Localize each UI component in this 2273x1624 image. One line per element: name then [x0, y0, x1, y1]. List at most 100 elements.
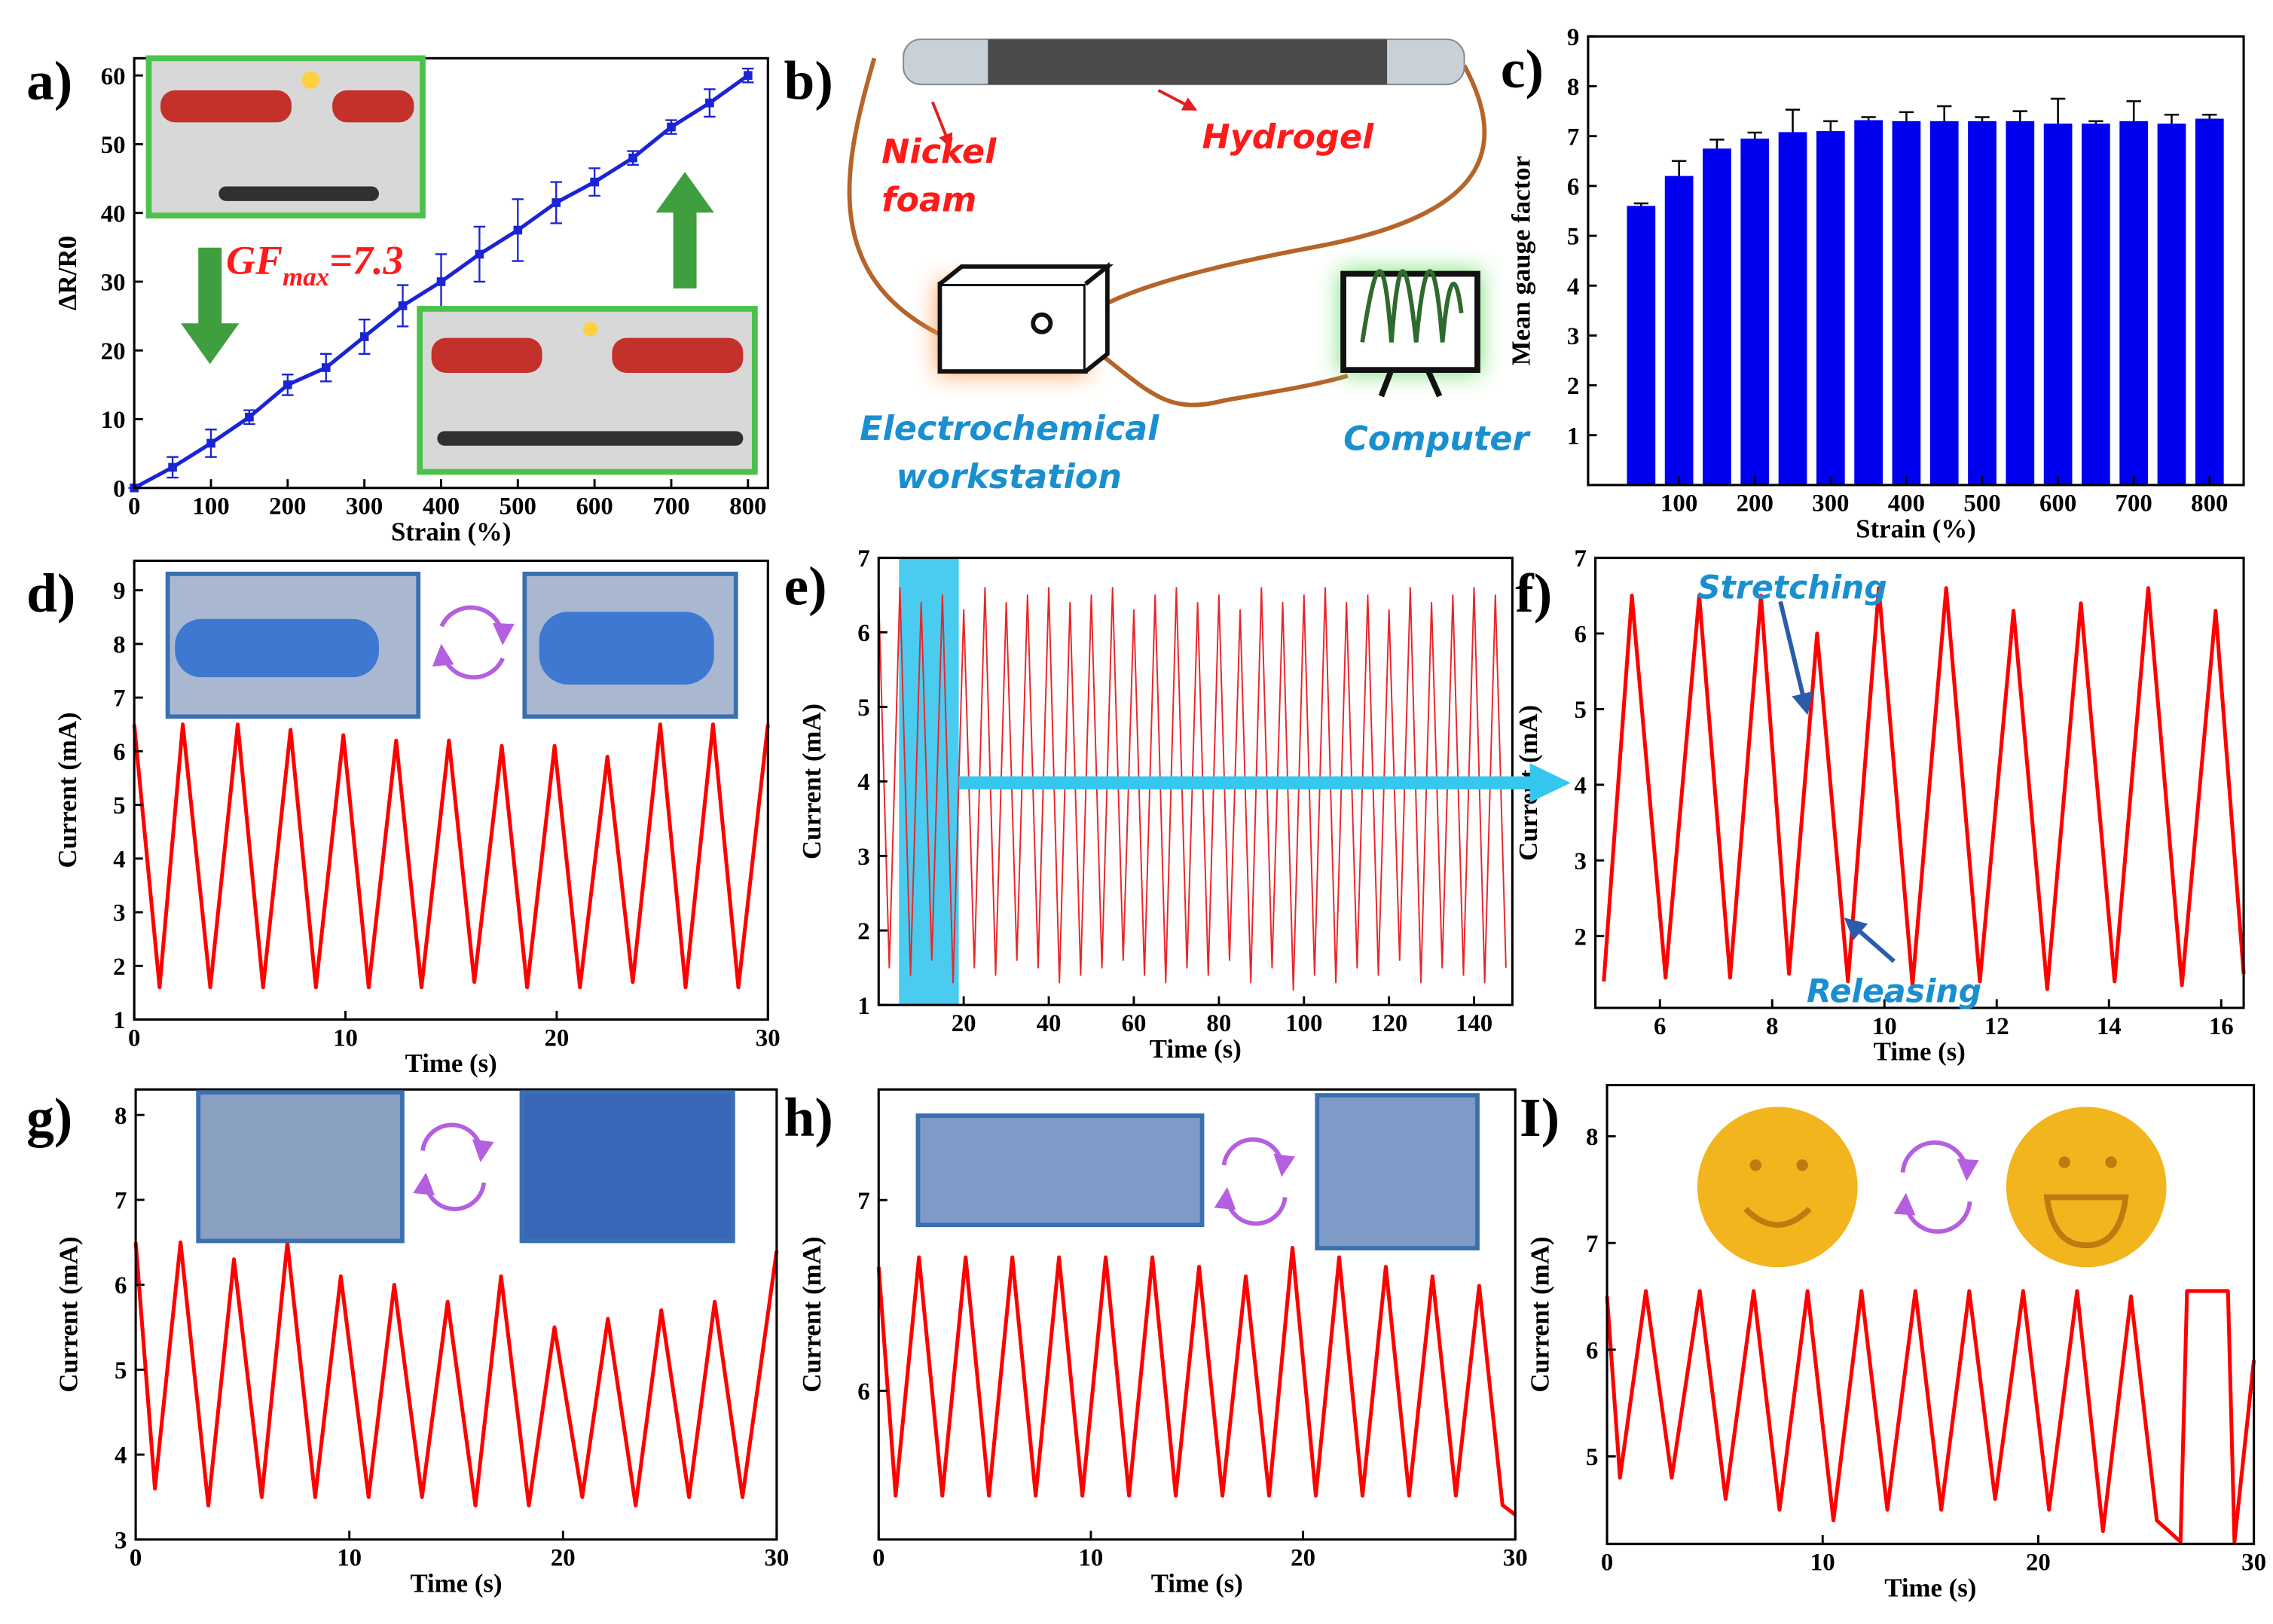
data-point	[436, 277, 446, 286]
photo-glove	[539, 612, 714, 685]
green-arrow	[181, 247, 240, 365]
cycle-arrow	[1900, 1140, 1979, 1182]
data-point	[283, 380, 292, 389]
y-tick-label: 0	[113, 475, 125, 502]
computer-wave	[1360, 269, 1464, 343]
data-point	[475, 249, 484, 259]
x-tick-label: 30	[1503, 1545, 1528, 1572]
x-tick-label: 120	[1370, 1010, 1407, 1037]
x-tick-label: 0	[872, 1545, 884, 1572]
x-tick-label: 0	[128, 1024, 140, 1052]
workstation-knob	[1031, 312, 1053, 334]
x-tick-label: 700	[2116, 490, 2152, 517]
y-tick-label: 5	[113, 792, 125, 820]
y-tick-label: 6	[115, 1272, 127, 1299]
x-tick-label: 20	[1291, 1545, 1315, 1572]
workstation-box-3d	[938, 261, 1114, 374]
y-tick-label: 4	[857, 769, 869, 796]
wire	[847, 57, 949, 340]
workstation-label: Electrochemical	[860, 410, 1159, 448]
data-point	[628, 153, 637, 163]
panel-label: I)	[1520, 1087, 1560, 1148]
photo-inset	[1315, 1093, 1480, 1251]
y-axis-label: Current (mA)	[797, 1237, 826, 1393]
error-bar	[1899, 111, 1914, 121]
data-point	[206, 438, 215, 448]
photo-led	[301, 71, 319, 89]
pointer	[1844, 917, 1896, 963]
x-tick-label: 0	[128, 493, 140, 520]
bar	[2082, 124, 2110, 485]
x-tick-label: 30	[756, 1024, 781, 1052]
y-tick-label: 3	[113, 900, 125, 927]
y-axis-label: Current (mA)	[1526, 1237, 1555, 1393]
data-point	[359, 332, 369, 341]
x-tick-label: 400	[1888, 490, 1925, 517]
error-bar	[1937, 105, 1952, 121]
x-axis-label: Time (s)	[1884, 1573, 1976, 1602]
computer-label: Computer	[1343, 420, 1531, 458]
y-tick-label: 8	[1586, 1124, 1598, 1151]
data-line	[132, 722, 770, 990]
y-tick-label: 8	[1567, 74, 1579, 101]
y-tick-label: 6	[857, 1378, 869, 1406]
error-bar	[1633, 202, 1649, 206]
y-tick-label: 7	[857, 545, 869, 572]
gf-annotation: GFmax=7.3	[226, 238, 404, 292]
y-tick-label: 1	[857, 993, 869, 1020]
x-axis-label: Time (s)	[1150, 1034, 1242, 1064]
photo-inset	[519, 1090, 735, 1244]
x-tick-label: 30	[764, 1545, 789, 1572]
y-tick-label: 4	[1575, 772, 1587, 799]
data-point	[245, 412, 254, 422]
x-tick-label: 80	[1206, 1010, 1231, 1037]
panel-label: g)	[26, 1087, 72, 1148]
error-bar	[1785, 108, 1801, 133]
y-tick-label: 7	[857, 1188, 869, 1215]
error-bar	[2126, 100, 2141, 121]
error-bar	[1671, 160, 1687, 176]
photo-sample	[437, 431, 744, 446]
error-bar	[1861, 116, 1876, 121]
bar	[1816, 131, 1845, 485]
cycle-arrow	[432, 643, 506, 680]
plot-frame	[1605, 1084, 2256, 1546]
computer-stand	[1378, 368, 1443, 398]
y-tick-label: 6	[857, 620, 869, 647]
photo-clip	[160, 90, 292, 123]
face-eye	[2105, 1156, 2117, 1168]
bar	[1664, 176, 1694, 485]
photo-glove	[175, 618, 380, 678]
cycle-arrow	[1214, 1186, 1288, 1226]
x-tick-label: 0	[130, 1545, 142, 1572]
face-mouth	[1743, 1207, 1812, 1228]
y-tick-label: 3	[857, 844, 869, 871]
x-tick-label: 20	[544, 1024, 569, 1052]
x-axis-label: Time (s)	[410, 1568, 502, 1598]
y-tick-label: 2	[113, 954, 125, 981]
y-tick-label: 2	[857, 918, 869, 945]
x-tick-label: 100	[1285, 1010, 1322, 1037]
panel-label: f)	[1515, 563, 1552, 624]
face-eye	[1749, 1159, 1762, 1171]
x-tick-label: 300	[1812, 490, 1849, 517]
x-tick-label: 500	[1963, 490, 2000, 517]
y-tick-label: 2	[1575, 923, 1587, 951]
y-tick-label: 6	[1567, 173, 1579, 200]
y-tick-label: 5	[857, 694, 869, 722]
x-axis-label: Time (s)	[405, 1049, 497, 1078]
workstation-label: workstation	[896, 458, 1122, 496]
data-point	[551, 198, 561, 207]
panel-label: d)	[26, 563, 75, 624]
green-arrow	[655, 172, 714, 288]
bar	[2043, 124, 2073, 485]
pointer	[1157, 89, 1198, 111]
panel-label: h)	[784, 1087, 833, 1148]
y-tick-label: 3	[1575, 848, 1587, 875]
bar	[2157, 124, 2186, 485]
face-mouth	[2043, 1194, 2129, 1249]
x-tick-label: 200	[1737, 490, 1773, 517]
gf-rest: =7.3	[329, 238, 403, 283]
x-tick-label: 500	[500, 493, 536, 520]
bar	[1778, 132, 1807, 485]
